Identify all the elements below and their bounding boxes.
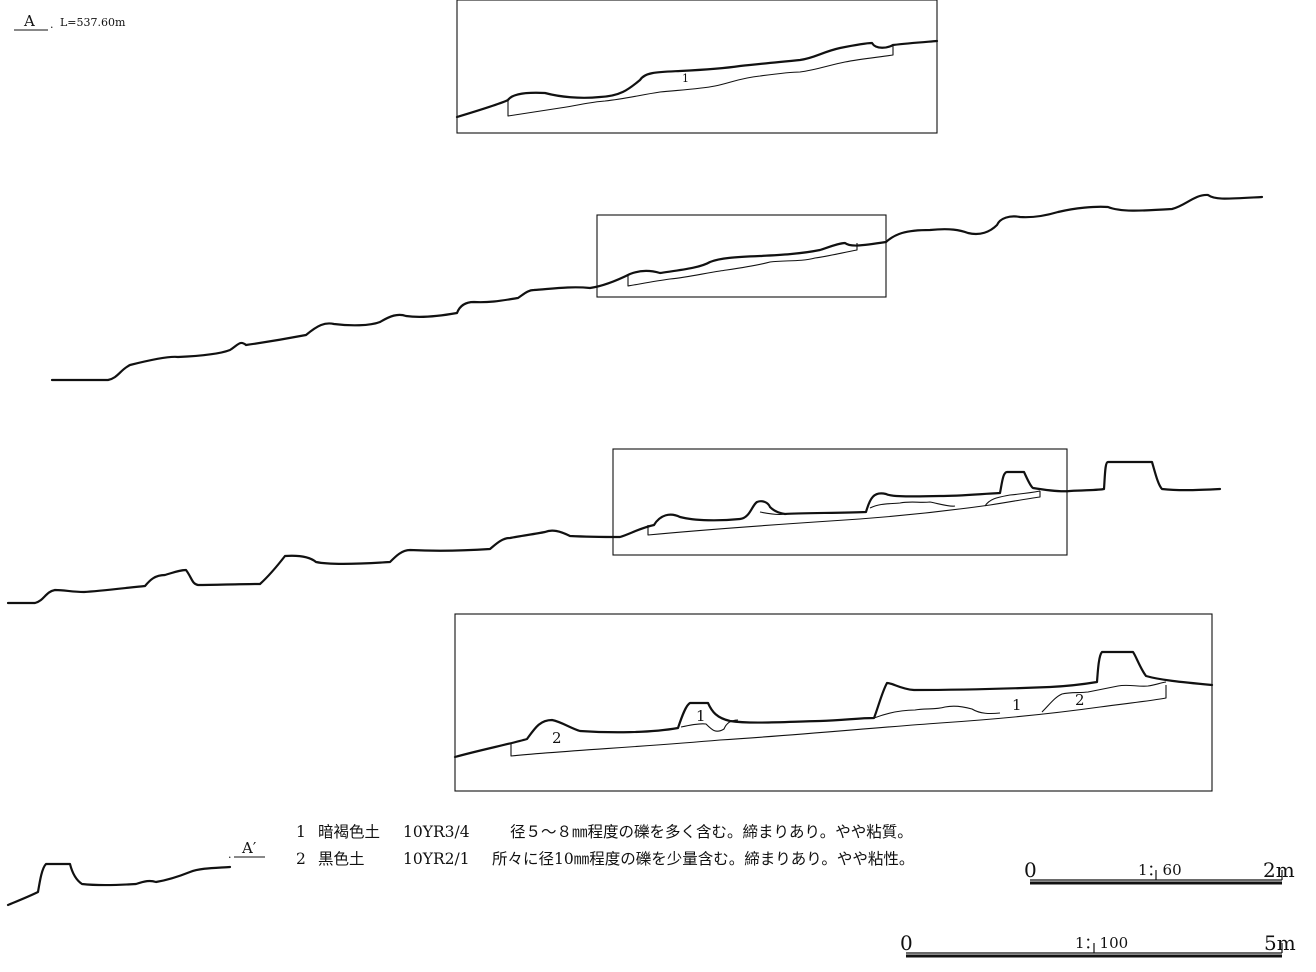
point-a-elevation: L=537.60m xyxy=(60,16,126,29)
scale60-end: 2m xyxy=(1263,858,1295,882)
scale60-ratio: 1：60 xyxy=(1138,861,1182,879)
detail-frame-1: 1 xyxy=(455,0,939,134)
svg-text:10YR3/4: 10YR3/4 xyxy=(403,823,470,841)
section-upper-band xyxy=(50,193,1264,382)
svg-text:黒色土: 黒色土 xyxy=(318,850,365,868)
svg-text:10YR2/1: 10YR2/1 xyxy=(403,850,470,868)
svg-text:.: . xyxy=(50,18,54,31)
legend-row-1: 1 暗褐色土 10YR3/4 径５～８㎜程度の礫を多く含む。締まりあり。やや粘質… xyxy=(296,823,913,841)
scale-bar-1-100: 0 1：100 5m xyxy=(900,931,1296,958)
legend-row-2: 2 黒色土 10YR2/1 所々に径10㎜程度の礫を少量含む。締まりあり。やや粘… xyxy=(296,850,914,868)
svg-text:2: 2 xyxy=(296,850,306,868)
scale60-zero: 0 xyxy=(1024,858,1037,882)
scale-bar-1-60: 0 1：60 2m xyxy=(1024,858,1295,885)
section-tail xyxy=(6,862,232,907)
section-lower-band xyxy=(6,448,1222,605)
svg-text:径５～８㎜程度の礫を多く含む。締まりあり。やや粘質。: 径５～８㎜程度の礫を多く含む。締まりあり。やや粘質。 xyxy=(510,823,913,841)
detail3-layer-label-2b: 2 xyxy=(1075,691,1085,709)
point-a-prime-marker: . A′ xyxy=(228,839,265,861)
detail3-layer-label-1b: 1 xyxy=(1012,696,1022,714)
svg-text:.: . xyxy=(228,848,232,861)
point-a-marker: A . L=537.60m xyxy=(14,12,126,31)
svg-text:所々に径10㎜程度の礫を少量含む。締まりあり。やや粘性。: 所々に径10㎜程度の礫を少量含む。締まりあり。やや粘性。 xyxy=(492,850,914,868)
point-a-label: A xyxy=(23,12,35,30)
scale100-zero: 0 xyxy=(900,931,913,955)
detail-frame-3: 2 1 1 2 xyxy=(453,613,1214,792)
scale100-end: 5m xyxy=(1264,931,1296,955)
svg-text:1: 1 xyxy=(296,823,306,841)
detail1-layer-label: 1 xyxy=(682,72,689,85)
svg-text:暗褐色土: 暗褐色土 xyxy=(318,823,380,841)
detail3-layer-label-1a: 1 xyxy=(696,707,706,725)
scale100-ratio: 1：100 xyxy=(1075,934,1128,952)
soil-legend: 1 暗褐色土 10YR3/4 径５～８㎜程度の礫を多く含む。締まりあり。やや粘質… xyxy=(296,823,914,868)
point-a-prime-label: A′ xyxy=(241,839,257,857)
detail3-layer-label-2a: 2 xyxy=(552,729,562,747)
